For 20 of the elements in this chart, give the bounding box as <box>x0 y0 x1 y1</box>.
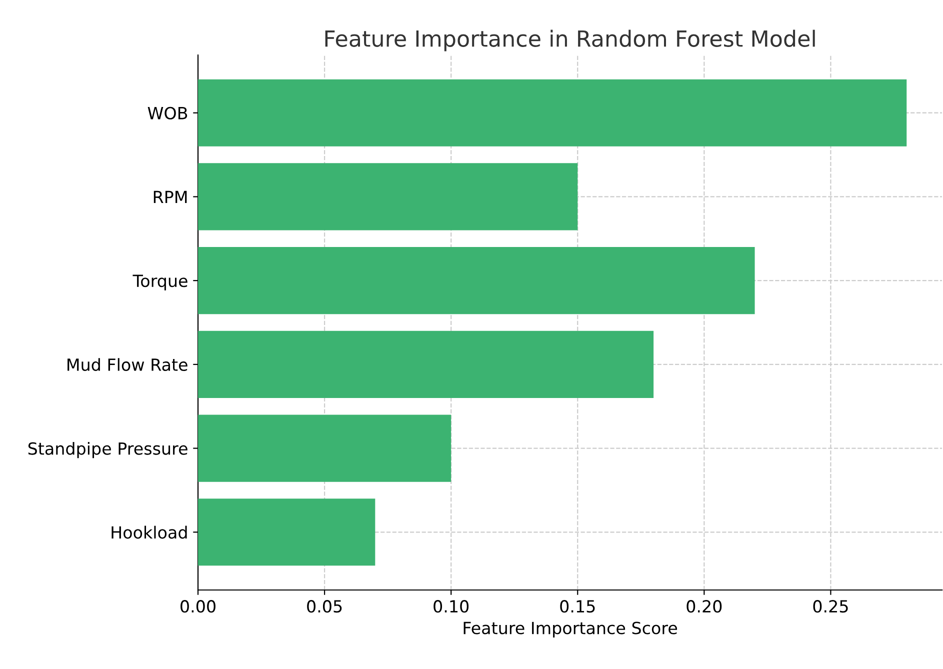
bar <box>198 247 755 314</box>
x-tick-label: 0.05 <box>307 600 342 613</box>
chart-title: Feature Importance in Random Forest Model <box>325 30 815 52</box>
x-tick-label: 0.25 <box>813 600 848 613</box>
y-tick-label: Standpipe Pressure <box>28 442 188 458</box>
bar <box>198 498 376 566</box>
y-tick-label: WOB <box>148 106 188 120</box>
bar <box>198 414 452 482</box>
x-tick-label: 0.15 <box>560 600 595 613</box>
y-tick-label: RPM <box>154 190 187 204</box>
bar <box>198 79 907 146</box>
x-tick-label: 0.10 <box>434 600 469 613</box>
x-tick-label: 0.00 <box>180 600 216 613</box>
bar <box>198 163 578 230</box>
x-tick-label: 0.20 <box>686 600 722 613</box>
x-axis-title: Feature Importance Score <box>464 622 678 638</box>
bar <box>198 330 654 398</box>
y-tick-label: Mud Flow Rate <box>68 358 188 371</box>
y-tick-label: Hookload <box>112 526 187 539</box>
y-tick-label: Torque <box>132 274 188 290</box>
